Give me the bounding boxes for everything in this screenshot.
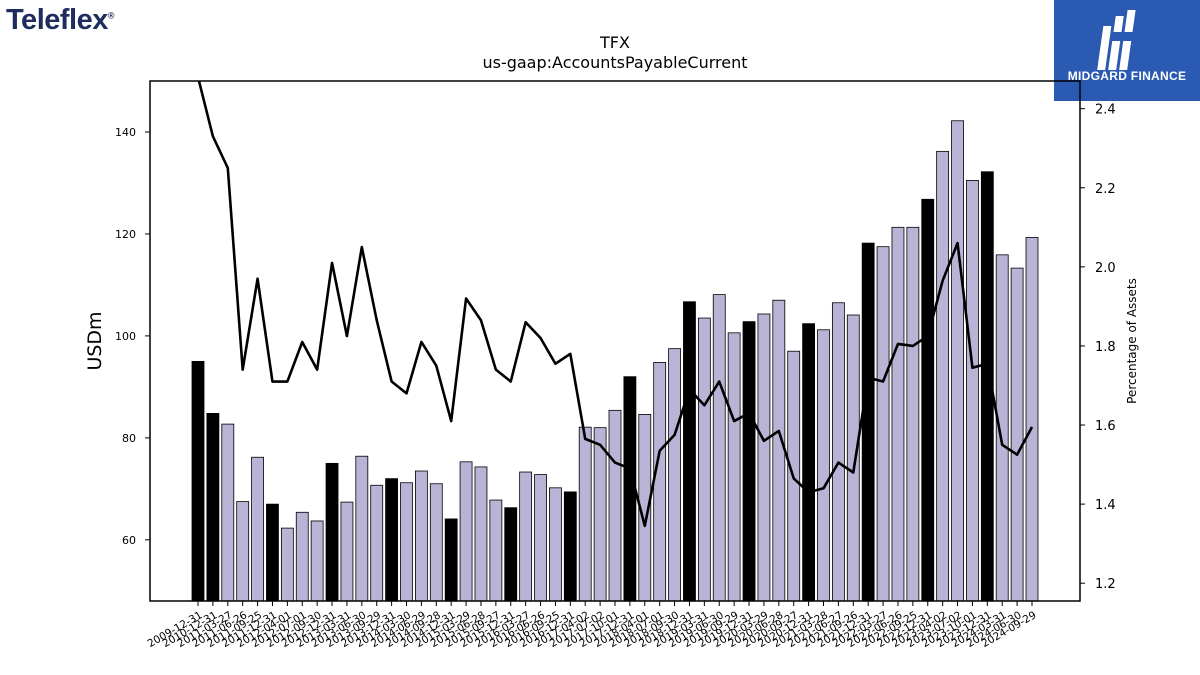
bar-2023-04-02	[936, 150, 950, 602]
bar-2023-10-01	[966, 180, 979, 602]
line-layer	[197, 81, 1034, 528]
bar-2012-12-31	[325, 462, 339, 602]
y-tick-label: 120	[115, 228, 136, 241]
bar-2021-09-26	[846, 314, 860, 602]
bar-2014-09-28	[429, 483, 443, 602]
bar-2014-12-31	[444, 518, 458, 602]
bar-2012-09-30	[310, 520, 324, 602]
bar-2016-03-27	[519, 471, 533, 602]
bar-2019-09-29	[727, 332, 741, 602]
bar-2011-06-26	[236, 501, 250, 602]
bar-2010-12-31	[206, 412, 220, 602]
y2-axis-label: Percentage of Assets	[1125, 278, 1139, 404]
bar-2015-06-28	[474, 466, 488, 602]
bar-2021-12-31	[861, 242, 875, 602]
bar-2021-03-28	[817, 329, 830, 602]
y-tick-label: 80	[122, 432, 136, 445]
bar-2015-12-31	[504, 507, 518, 602]
bar-2013-09-29	[370, 484, 384, 602]
bars-layer	[191, 120, 1039, 602]
bar-2016-09-25	[549, 487, 562, 602]
bar-2019-03-31	[697, 317, 711, 602]
y2-tick-label: 1.8	[1095, 340, 1116, 355]
bar-2022-03-27	[876, 246, 890, 602]
teleflex-logo: Teleflex®	[6, 4, 115, 36]
y-tick-label: 60	[122, 534, 136, 547]
y-tick-label: 100	[115, 330, 136, 343]
bar-2019-12-31	[742, 321, 756, 602]
bar-2024-06-30	[1010, 267, 1024, 602]
bar-2022-09-25	[906, 226, 920, 602]
bar-2022-06-26	[891, 226, 905, 602]
y-axis-label: USDm	[84, 311, 106, 370]
bar-2014-06-29	[414, 470, 428, 602]
bar-2016-06-26	[534, 474, 547, 602]
bar-2012-04-01	[280, 527, 294, 602]
bar-2014-03-30	[400, 482, 413, 602]
bar-2020-06-28	[772, 299, 786, 602]
chart-subtitle: us-gaap:AccountsPayableCurrent	[482, 53, 747, 72]
bar-2022-12-31	[921, 198, 935, 602]
bar-2017-07-02	[593, 427, 607, 602]
y2-tick-label: 2.0	[1095, 261, 1116, 276]
axes-layer: 60801001201401.21.41.61.82.02.22.42009-1…	[115, 80, 1116, 650]
bar-2019-06-30	[712, 294, 726, 602]
bar-2013-06-30	[355, 455, 369, 602]
percentage-of-assets-line	[197, 81, 1034, 528]
bar-2024-09-29	[1025, 237, 1039, 602]
bar-2017-04-02	[578, 426, 592, 602]
bar-2013-12-31	[385, 478, 399, 602]
chart-title: TFX	[599, 33, 630, 52]
bar-2011-12-31	[266, 503, 279, 602]
y2-tick-label: 2.4	[1095, 103, 1116, 118]
bar-2020-03-29	[757, 313, 771, 602]
bar-2013-03-31	[340, 501, 354, 602]
teleflex-logo-text: Teleflex	[6, 4, 108, 36]
bar-2017-10-01	[608, 409, 622, 602]
y2-tick-label: 1.4	[1095, 498, 1116, 513]
y2-tick-label: 1.6	[1095, 419, 1116, 434]
bar-2021-06-27	[831, 302, 845, 602]
y2-tick-label: 2.2	[1095, 182, 1116, 197]
bar-2012-07-01	[295, 511, 309, 602]
bar-2015-03-29	[459, 461, 473, 602]
midgard-finance-logo: MIDGARD FINANCE	[1054, 0, 1200, 101]
bar-2009-12-31	[191, 360, 205, 602]
bar-2015-09-27	[489, 499, 503, 602]
bar-2018-12-31	[683, 301, 696, 602]
bar-2018-07-01	[653, 362, 667, 602]
bar-2020-12-31	[802, 323, 816, 602]
midgard-logo-mark	[1097, 10, 1136, 70]
bar-2011-03-27	[221, 423, 235, 602]
bar-2016-12-31	[563, 491, 577, 602]
bar-2023-07-02	[951, 120, 964, 602]
bar-2018-09-30	[668, 348, 681, 602]
bar-2011-09-25	[251, 456, 264, 602]
y2-tick-label: 1.2	[1095, 577, 1116, 592]
y-tick-label: 140	[115, 126, 136, 139]
midgard-logo-text: MIDGARD FINANCE	[1067, 69, 1187, 83]
